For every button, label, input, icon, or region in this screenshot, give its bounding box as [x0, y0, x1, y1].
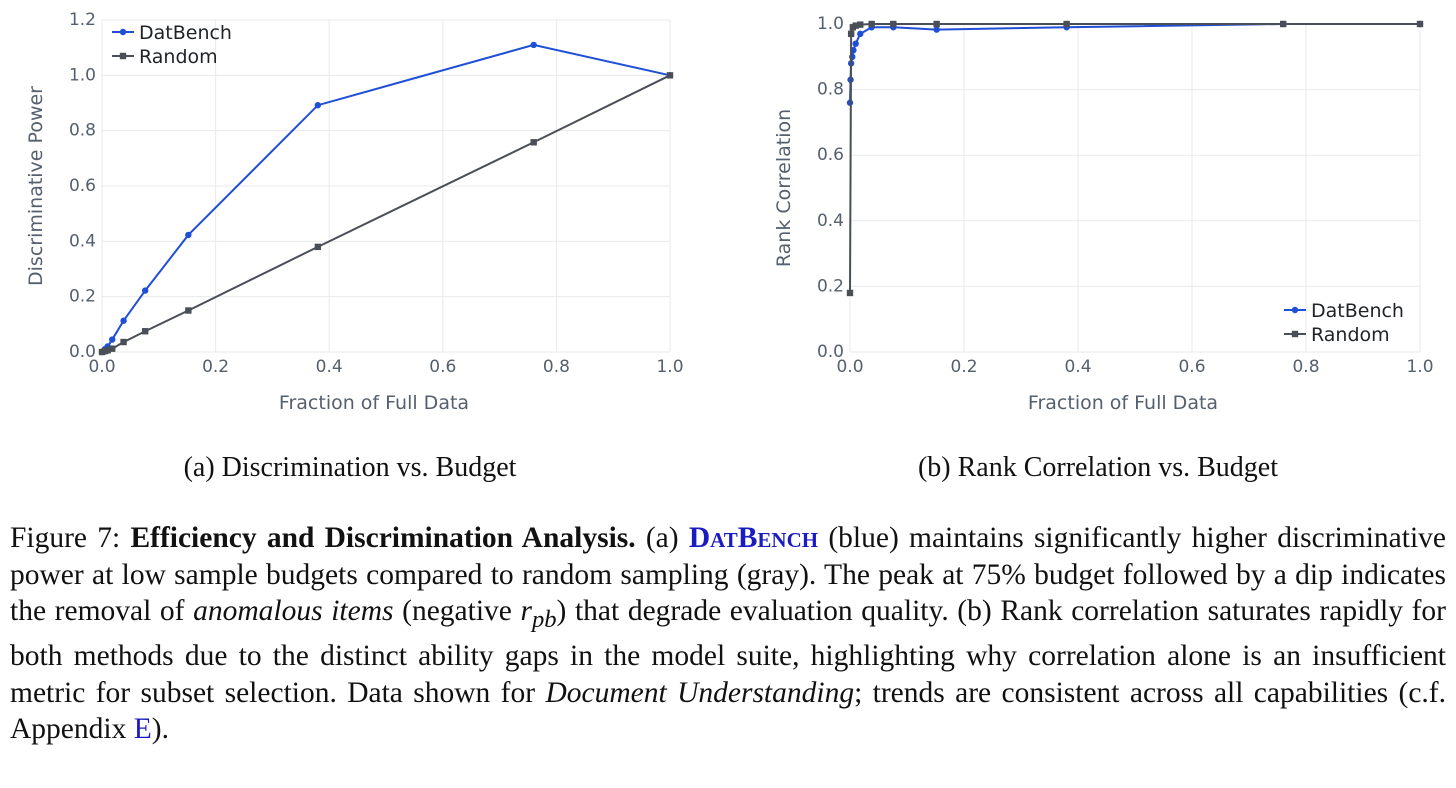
series-line-random [849, 23, 1420, 293]
legend-marker [119, 52, 127, 60]
data-point-random [857, 21, 864, 28]
y-tick-label: 0.2 [69, 287, 96, 307]
legend-label: DatBench [1311, 300, 1404, 322]
data-point-datbench [120, 317, 127, 324]
data-point-datbench [109, 336, 116, 343]
math-r: r [520, 595, 532, 627]
x-tick-label: 1.0 [656, 357, 683, 377]
data-point-datbench [852, 40, 859, 47]
caption-bold-title: Efficiency and Discrimination Analysis. [130, 522, 636, 554]
data-point-random [104, 347, 111, 354]
x-tick-label: 0.4 [1064, 357, 1091, 377]
appendix-link[interactable]: E [133, 713, 152, 746]
y-tick-label: 0.4 [817, 211, 844, 231]
data-point-datbench [530, 41, 537, 49]
y-tick-label: 1.0 [817, 14, 844, 34]
y-tick-label: 0.6 [817, 145, 844, 165]
legend-label: DatBench [139, 22, 232, 44]
data-point-random [890, 20, 897, 28]
x-tick-label: 0.2 [950, 357, 977, 377]
series-line-datbench [849, 23, 1420, 103]
y-tick-label: 0.0 [817, 342, 844, 362]
y-tick-label: 0.8 [69, 121, 96, 141]
legend-label: Random [139, 46, 218, 68]
x-tick-label: 0.2 [202, 357, 229, 377]
y-tick-label: 1.2 [69, 10, 96, 30]
data-point-random [852, 22, 859, 29]
caption-part-5: ; trends are consistent across all capab… [10, 676, 1446, 746]
brand-link[interactable]: DatBench [688, 522, 819, 554]
legend-marker [1291, 306, 1299, 314]
math-subscript-pb: pb [531, 605, 557, 633]
caption-italic-anomalous: anomalous items [193, 595, 394, 627]
series-line-datbench [101, 43, 671, 353]
data-point-datbench [933, 26, 940, 33]
subcaption-a: (a) Discrimination vs. Budget [183, 452, 517, 483]
data-point-random [1063, 20, 1070, 28]
x-tick-label: 0.6 [1178, 357, 1205, 377]
legend-label: Random [1311, 324, 1390, 346]
x-tick-label: 0.0 [88, 357, 115, 377]
x-tick-label: 0.4 [316, 357, 343, 377]
data-point-random [141, 328, 149, 335]
data-point-random [846, 289, 854, 297]
x-axis-title: Fraction of Full Data [279, 392, 469, 414]
caption-part-1: (a) [635, 522, 689, 554]
caption-part-6: ). [151, 713, 169, 746]
data-point-random [109, 345, 116, 352]
data-point-random [530, 139, 537, 146]
caption-part-4: ) that degrade evaluation quality. (b) R… [10, 595, 1446, 709]
caption-part-3: (negative [393, 595, 521, 627]
data-point-random [847, 30, 855, 38]
data-point-datbench [857, 30, 864, 38]
discrimination-chart: 0.0 0.2 0.4 0.6 0.8 1.0 0.0 0.2 0.4 0.6 0.8 1.0 1.2 F… [25, 10, 684, 414]
x-tick-label: 0.8 [1292, 357, 1319, 377]
data-point-random [314, 243, 322, 251]
data-point-random [666, 72, 674, 79]
x-tick-label: 1.0 [1406, 357, 1433, 377]
y-tick-label: 0.0 [69, 342, 96, 362]
data-point-random [185, 307, 192, 314]
y-axis-title: Discriminative Power [25, 86, 47, 286]
data-point-random [120, 338, 127, 346]
legend-marker [119, 28, 127, 36]
caption-italic-document: Document Understanding [545, 676, 855, 709]
data-point-random [1416, 20, 1424, 28]
data-point-random [868, 20, 875, 28]
chart-panel-a: 0.0 0.2 0.4 0.6 0.8 1.0 0.0 0.2 0.4 0.6 0.8 1.0 1.2 F… [0, 0, 720, 430]
x-tick-label: 0.0 [836, 357, 863, 377]
data-point-random [1280, 20, 1287, 28]
y-tick-label: 0.2 [817, 276, 844, 296]
subcaption-b: (b) Rank Correlation vs. Budget [917, 452, 1279, 483]
caption-prefix: Figure 7: [10, 522, 131, 554]
data-point-datbench [314, 102, 322, 109]
data-point-random [933, 20, 940, 28]
x-axis-title: Fraction of Full Data [1028, 392, 1218, 414]
y-tick-label: 1.0 [69, 65, 96, 85]
y-tick-label: 0.8 [817, 80, 844, 100]
y-tick-label: 0.6 [69, 176, 96, 196]
figure-caption: Figure 7: Efficiency and Discrimination … [10, 520, 1446, 748]
caption-part-2: (blue) maintains significantly higher di… [10, 522, 1446, 627]
data-point-datbench [185, 231, 192, 239]
legend-marker [1291, 330, 1299, 338]
chart-panel-b: 0.0 0.2 0.4 0.6 0.8 1.0 0.0 0.2 0.4 0.6 0.8 1.0 Frac… [740, 0, 1456, 430]
x-tick-label: 0.6 [429, 357, 456, 377]
x-tick-label: 0.8 [543, 357, 570, 377]
rank-correlation-chart: 0.0 0.2 0.4 0.6 0.8 1.0 0.0 0.2 0.4 0.6 0.8 1.0 Frac… [773, 14, 1434, 414]
y-tick-label: 0.4 [69, 231, 96, 251]
data-point-datbench [141, 287, 149, 294]
y-axis-title: Rank Correlation [773, 109, 795, 267]
